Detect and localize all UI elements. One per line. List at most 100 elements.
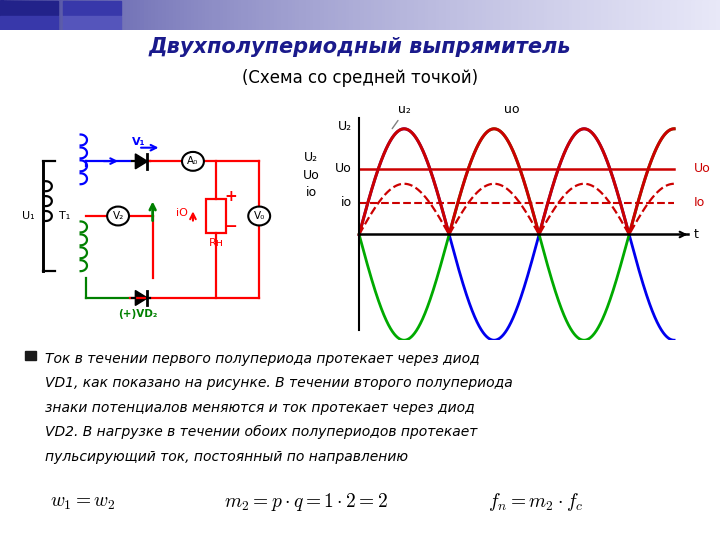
Bar	[4, 0, 7, 30]
Text: iо: iо	[305, 186, 317, 199]
Text: t: t	[694, 228, 699, 241]
Text: пульсирующий ток, постоянный по направлению: пульсирующий ток, постоянный по направле…	[45, 450, 408, 464]
Bar	[475, 0, 479, 30]
Circle shape	[182, 152, 204, 171]
Bar	[205, 0, 209, 30]
Bar	[634, 0, 637, 30]
Bar	[212, 0, 216, 30]
Bar	[90, 0, 94, 30]
Text: Ток в течении первого полупериода протекает через диод: Ток в течении первого полупериода протек…	[45, 352, 480, 366]
Text: Uо: Uо	[302, 168, 320, 182]
Bar	[457, 0, 461, 30]
Text: VD1, как показано на рисунке. В течении второго полупериода: VD1, как показано на рисунке. В течении …	[45, 376, 513, 390]
Bar	[706, 0, 709, 30]
Bar	[58, 0, 61, 30]
Bar	[202, 0, 205, 30]
Bar	[292, 0, 295, 30]
Bar	[709, 0, 713, 30]
Bar	[443, 0, 446, 30]
Bar	[407, 0, 410, 30]
Bar	[515, 0, 518, 30]
Bar	[403, 0, 407, 30]
Bar	[259, 0, 263, 30]
Bar	[230, 0, 234, 30]
Bar	[0, 2, 58, 15]
Bar	[288, 0, 292, 30]
Bar	[25, 351, 36, 360]
Bar	[623, 0, 626, 30]
Bar	[536, 0, 540, 30]
Bar	[529, 0, 533, 30]
Bar	[133, 0, 137, 30]
Bar	[158, 0, 162, 30]
Bar	[421, 0, 425, 30]
Text: T₁: T₁	[59, 211, 71, 221]
Bar	[558, 0, 562, 30]
Bar	[479, 0, 482, 30]
Bar	[324, 0, 328, 30]
Bar	[392, 0, 396, 30]
Bar	[356, 0, 360, 30]
Bar	[630, 0, 634, 30]
Bar	[47, 0, 50, 30]
Bar	[274, 0, 277, 30]
Bar	[65, 0, 68, 30]
Bar	[518, 0, 522, 30]
Bar	[587, 0, 590, 30]
Bar	[472, 0, 475, 30]
Bar	[695, 0, 698, 30]
Bar	[0, 0, 4, 30]
Bar	[194, 0, 198, 30]
Bar	[540, 0, 544, 30]
Bar	[187, 0, 191, 30]
Bar	[382, 0, 385, 30]
Bar	[360, 0, 364, 30]
Bar	[335, 0, 338, 30]
Text: $w_1 = w_2$: $w_1 = w_2$	[50, 493, 115, 512]
Bar	[464, 0, 468, 30]
Text: (Схема со средней точкой): (Схема со средней точкой)	[242, 69, 478, 87]
Bar	[122, 0, 126, 30]
Bar	[616, 0, 619, 30]
Bar	[648, 0, 652, 30]
Bar	[166, 0, 169, 30]
Bar	[252, 0, 256, 30]
Bar	[641, 0, 644, 30]
Text: Rн: Rн	[209, 238, 223, 248]
Bar	[115, 0, 119, 30]
Text: (+)VD₂: (+)VD₂	[119, 308, 158, 319]
Text: $f_n = m_2 \cdot f_c$: $f_n = m_2 \cdot f_c$	[488, 491, 584, 514]
Text: Двухполупериодный выпрямитель: Двухполупериодный выпрямитель	[149, 37, 571, 57]
Bar	[54, 0, 58, 30]
Bar	[238, 0, 241, 30]
Text: Uо: Uо	[694, 163, 711, 176]
Bar	[608, 0, 612, 30]
Bar	[418, 0, 421, 30]
Bar	[677, 0, 680, 30]
Bar	[310, 0, 313, 30]
Bar	[40, 0, 43, 30]
Bar	[76, 0, 79, 30]
Bar	[680, 0, 684, 30]
Bar	[11, 0, 14, 30]
Bar	[94, 0, 97, 30]
Bar	[666, 0, 670, 30]
Bar	[338, 0, 342, 30]
Bar	[565, 0, 569, 30]
Bar	[126, 0, 130, 30]
Bar	[691, 0, 695, 30]
Bar	[562, 0, 565, 30]
Bar	[7, 0, 11, 30]
Bar	[547, 0, 551, 30]
Bar	[605, 0, 608, 30]
Bar	[245, 0, 248, 30]
Text: +: +	[224, 189, 237, 204]
Bar	[637, 0, 641, 30]
Bar	[173, 0, 176, 30]
Bar	[461, 0, 464, 30]
Bar	[490, 0, 493, 30]
Bar	[583, 0, 587, 30]
Text: iO: iO	[176, 208, 187, 218]
Text: V₀: V₀	[253, 211, 265, 221]
Bar	[0, 16, 58, 30]
